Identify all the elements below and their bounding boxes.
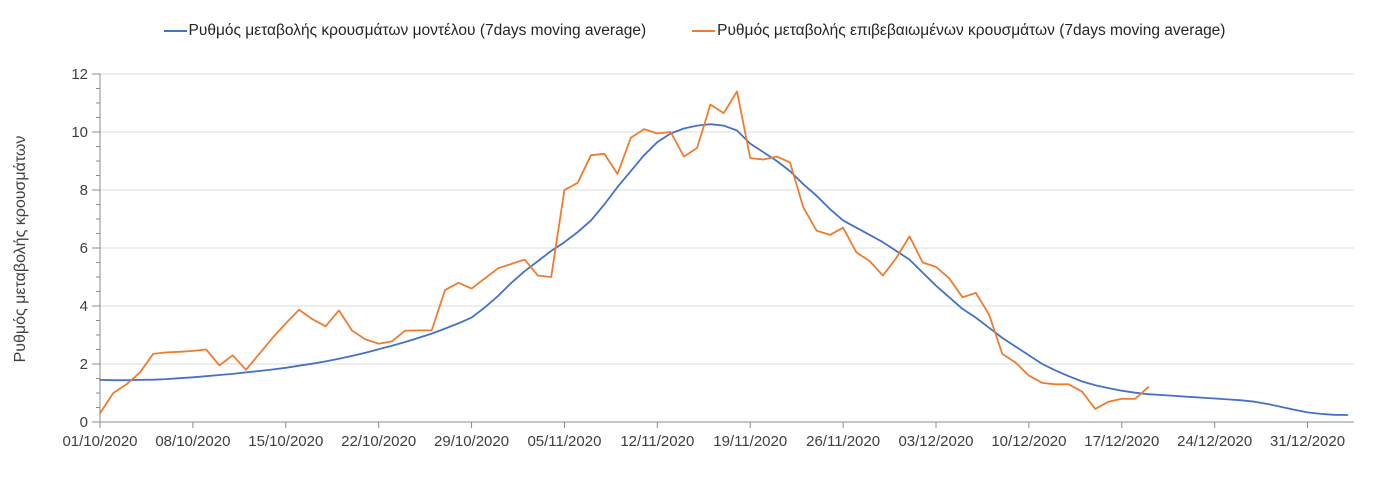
y-tick-label: 4: [80, 298, 88, 315]
legend-label-model: Ρυθμός μεταβολής κρουσμάτων μοντέλου (7d…: [188, 22, 647, 39]
series-line-confirmed: [99, 90, 1150, 415]
x-tick-label: 01/10/2020: [62, 433, 137, 450]
x-tick-label: 22/10/2020: [341, 433, 416, 450]
y-tick-label: 8: [80, 182, 88, 199]
x-tick-label: 24/12/2020: [1177, 433, 1252, 450]
legend-line-sample-model: [163, 30, 187, 32]
x-tick-label: 12/11/2020: [620, 433, 694, 450]
y-tick-label: 12: [71, 66, 88, 83]
y-tick-label: 0: [80, 414, 88, 431]
legend-label-confirmed: Ρυθμός μεταβολής επιβεβαιωμένων κρουσμάτ…: [717, 22, 1226, 39]
legend-item-confirmed: Ρυθμός μεταβολής επιβεβαιωμένων κρουσμάτ…: [692, 22, 1225, 40]
chart-legend: Ρυθμός μεταβολής κρουσμάτων μοντέλου (7d…: [0, 22, 1389, 40]
x-tick-label: 29/10/2020: [434, 433, 509, 450]
y-tick-label: 10: [71, 124, 88, 141]
x-tick-label: 19/11/2020: [713, 433, 787, 450]
x-tick-label: 08/10/2020: [155, 433, 230, 450]
y-axis-title: Ρυθμός μεταβολής κρουσμάτων: [12, 135, 29, 363]
y-tick-label: 2: [80, 356, 88, 373]
x-tick-label: 26/11/2020: [806, 433, 880, 450]
series-line-model: [99, 123, 1349, 416]
x-tick-label: 03/12/2020: [898, 433, 973, 450]
x-tick-label: 05/11/2020: [527, 433, 601, 450]
x-tick-label: 15/10/2020: [248, 433, 323, 450]
y-tick-label: 6: [80, 240, 88, 257]
x-tick-label: 31/12/2020: [1270, 433, 1345, 450]
x-tick-label: 17/12/2020: [1084, 433, 1159, 450]
legend-line-sample-confirmed: [692, 30, 716, 32]
legend-item-model: Ρυθμός μεταβολής κρουσμάτων μοντέλου (7d…: [163, 22, 647, 40]
x-tick-label: 10/12/2020: [991, 433, 1066, 450]
